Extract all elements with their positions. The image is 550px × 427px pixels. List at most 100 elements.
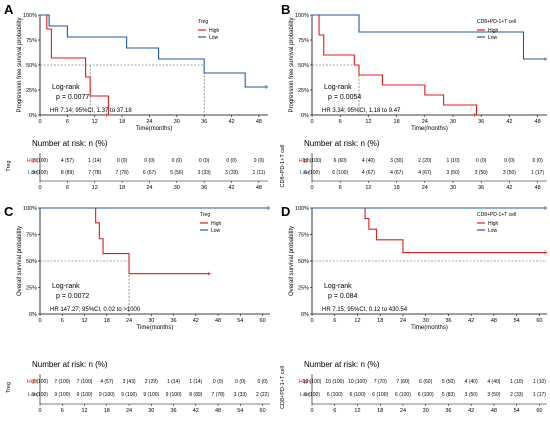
risk-cell: 3 (33): [234, 392, 247, 398]
risk-cell: 0 (0): [235, 379, 246, 385]
p-value: p = 0.0072: [56, 293, 89, 300]
risk-cell: 2 (29): [145, 379, 158, 385]
x-tick-label: 6: [339, 119, 342, 125]
risk-x-tick-label: 36: [201, 185, 207, 191]
risk-cell: 1 (17): [531, 170, 544, 176]
risk-cell: 7 (100): [54, 379, 70, 385]
risk-cell: 10 (100): [348, 379, 367, 385]
y-tick-label: 100%: [295, 206, 309, 212]
risk-x-tick-label: 48: [256, 185, 262, 191]
y-tick-label: 0%: [29, 113, 37, 119]
x-tick-label: 30: [174, 119, 180, 125]
hazard-ratio: HR 147.27; 95%CI, 0.02 to >1000: [50, 307, 141, 313]
risk-cell: 3 (50): [475, 170, 488, 176]
risk-x-tick-label: 42: [506, 185, 512, 191]
x-tick-label: 12: [92, 119, 98, 125]
legend-title: Treg: [200, 212, 210, 218]
risk-cell: 7 (78): [88, 170, 101, 176]
y-axis-label: Overall survival probability: [289, 226, 295, 296]
risk-cell: 0 (0): [199, 158, 210, 164]
legend-label-high: High: [488, 221, 499, 227]
x-tick-label: 0: [38, 119, 41, 125]
risk-x-tick-label: 12: [365, 185, 371, 191]
x-tick-label: 6: [333, 318, 336, 324]
x-tick-label: 18: [377, 318, 383, 324]
risk-cell: 0 (0): [226, 158, 237, 164]
x-tick-label: 54: [514, 318, 520, 324]
y-tick-label: 100%: [295, 13, 309, 19]
risk-row-label-low: Low: [28, 392, 38, 398]
risk-row-label-high: High: [299, 379, 310, 385]
panel-A: A 0% 25% 50% 75% 100% 0 6 12 18 24 30 36 42 48 Time(mon…: [4, 2, 268, 191]
risk-cell: 3 (33): [198, 170, 211, 176]
risk-row-label-high: High: [299, 158, 310, 164]
risk-cell: 7 (100): [77, 379, 93, 385]
risk-x-tick-label: 12: [92, 185, 98, 191]
x-tick-label: 60: [260, 318, 266, 324]
risk-x-tick-label: 0: [38, 408, 41, 414]
panel-letter: C: [4, 204, 14, 219]
risk-x-tick-label: 30: [450, 185, 456, 191]
risk-cell: 3 (33): [225, 170, 238, 176]
risk-cell: 3 (50): [446, 170, 459, 176]
risk-x-tick-label: 24: [146, 185, 152, 191]
y-tick-label: 100%: [23, 13, 37, 19]
risk-cell: 6 (100): [332, 170, 348, 176]
legend-label-low: Low: [211, 228, 221, 234]
x-tick-label: 30: [450, 119, 456, 125]
legend-label-low: Low: [488, 228, 498, 234]
legend-title: CD8+PD-1+T cell: [477, 212, 516, 218]
risk-x-tick-label: 30: [174, 185, 180, 191]
x-axis-label: Time(months): [136, 126, 173, 132]
y-tick-label: 25%: [26, 286, 37, 292]
x-tick-label: 48: [535, 119, 541, 125]
legend-label-low: Low: [488, 35, 498, 41]
risk-x-tick-label: 42: [468, 408, 474, 414]
p-value: p = 0.0054: [328, 94, 361, 101]
risk-cell: 1 (10): [446, 158, 459, 164]
x-tick-label: 12: [365, 119, 371, 125]
risk-x-tick-label: 48: [491, 408, 497, 414]
risk-cell: 4 (67): [418, 170, 431, 176]
risk-cell: 0 (0): [476, 158, 487, 164]
hazard-ratio: HR 7.14; 95%CI, 1.37 to 37.18: [50, 108, 132, 114]
risk-strata-label: CD8+PD-1+T cell: [280, 366, 286, 409]
risk-cell: 8 (89): [189, 392, 202, 398]
risk-cell: 2 (20): [418, 158, 431, 164]
risk-x-tick-label: 30: [423, 408, 429, 414]
risk-cell: 6 (100): [327, 392, 343, 398]
risk-cell: 6 (100): [350, 392, 366, 398]
y-axis-label: Progression free survival probability: [17, 17, 23, 112]
risk-x-tick-label: 12: [354, 408, 360, 414]
risk-cell: 3 (30): [390, 158, 403, 164]
risk-cell: 6 (100): [395, 392, 411, 398]
risk-strata-label: Treg: [6, 382, 12, 393]
risk-x-tick-label: 24: [126, 408, 132, 414]
km-curve-high: [40, 207, 211, 275]
risk-cell: 9 (100): [121, 392, 137, 398]
risk-cell: 0 (0): [172, 158, 183, 164]
x-tick-label: 42: [468, 318, 474, 324]
risk-x-tick-label: 36: [445, 408, 451, 414]
risk-table-title: Number at risk: n (%): [304, 360, 380, 369]
risk-x-tick-label: 54: [514, 408, 520, 414]
risk-cell: 8 (89): [61, 170, 74, 176]
risk-cell: 4 (67): [362, 170, 375, 176]
risk-x-tick-label: 60: [536, 408, 542, 414]
risk-cell: 9 (100): [143, 392, 159, 398]
km-curve-high: [312, 207, 547, 254]
risk-cell: 4 (57): [61, 158, 74, 164]
risk-x-tick-label: 24: [422, 185, 428, 191]
panel-letter: A: [4, 2, 14, 17]
risk-cell: 5 (56): [170, 170, 183, 176]
x-tick-label: 48: [256, 119, 262, 125]
risk-cell: 5 (50): [442, 379, 455, 385]
x-tick-label: 36: [201, 119, 207, 125]
risk-x-tick-label: 0: [38, 185, 41, 191]
y-tick-label: 50%: [298, 63, 309, 69]
risk-cell: 6 (67): [143, 170, 156, 176]
risk-cell: 4 (67): [390, 170, 403, 176]
y-tick-label: 100%: [23, 206, 37, 212]
risk-x-tick-label: 30: [148, 408, 154, 414]
risk-x-tick-label: 6: [339, 185, 342, 191]
